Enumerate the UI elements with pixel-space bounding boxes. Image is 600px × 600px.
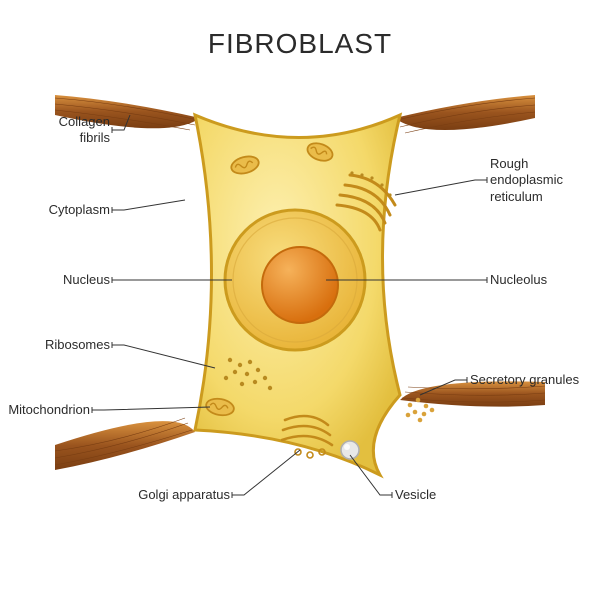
label-nucleolus: Nucleolus [490, 272, 547, 288]
nucleolus [262, 247, 338, 323]
label-mitochondrion: Mitochondrion [0, 402, 90, 418]
label-nucleus: Nucleus [0, 272, 110, 288]
collagen-fibrils-top-right [395, 95, 535, 133]
label-collagen-fibrils: Collagen fibrils [0, 114, 110, 147]
fibroblast-diagram [0, 0, 600, 600]
label-secretory-granules: Secretory granules [470, 372, 579, 388]
vesicle [341, 441, 359, 459]
label-golgi-apparatus: Golgi apparatus [120, 487, 230, 503]
label-vesicle: Vesicle [395, 487, 436, 503]
collagen-fibrils-bottom-left [55, 418, 195, 470]
label-cytoplasm: Cytoplasm [0, 202, 110, 218]
label-rough-er: Rough endoplasmic reticulum [490, 156, 563, 205]
label-ribosomes: Ribosomes [0, 337, 110, 353]
